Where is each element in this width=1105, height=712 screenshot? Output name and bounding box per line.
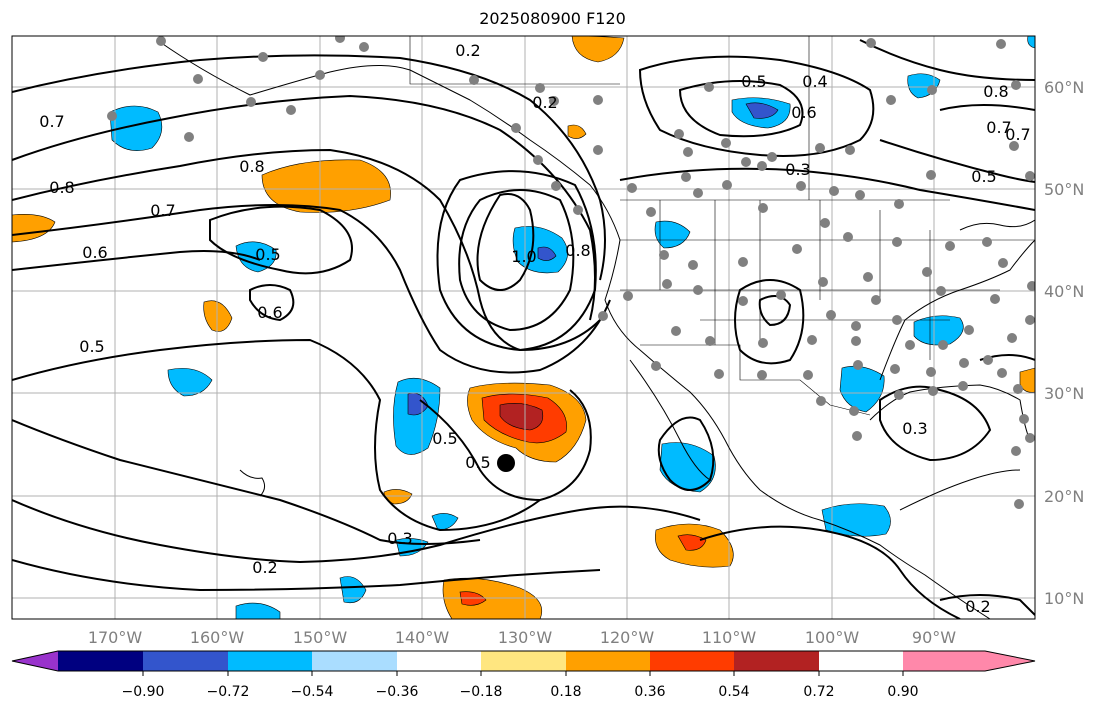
colorbar-segment [228,651,312,671]
lat-tick-label: 60°N [1044,78,1084,97]
station-markers [107,36,1035,509]
contour-label: 0.8 [565,241,590,260]
lon-tick-label: 170°W [88,628,143,647]
lon-tick-label: 150°W [293,628,348,647]
lon-tick-label: 130°W [498,628,553,647]
lat-tick-label: 20°N [1044,487,1084,506]
anomaly-shading [12,36,1035,619]
colorbar-label: 0.54 [718,684,749,700]
map-title: 2025080900 F120 [479,9,626,28]
contour-labels: 0.2 0.5 0.4 0.6 0.7 0.8 0.2 0.7 0.3 0.7 … [39,41,1030,616]
colorbar-ticks [142,671,904,676]
contour-lines [12,39,1035,619]
contour-label: 0.5 [255,245,280,264]
lon-tick-label: 110°W [702,628,757,647]
lat-tick-label: 30°N [1044,384,1084,403]
contour-label: 0.6 [82,243,107,262]
lon-tick-label: 90°W [912,628,956,647]
contour-label: 0.3 [902,419,927,438]
colorbar-label: 0.18 [550,684,581,700]
colorbar-outline [11,650,1036,672]
contour-label: 0.5 [465,453,490,472]
contour-label: 0.7 [150,201,175,220]
contour-label: 0.6 [257,303,282,322]
storm-center-marker [497,454,515,472]
contour-label: 0.2 [455,41,480,60]
colorbar-segment [903,651,985,671]
colorbar-label: −0.72 [207,684,250,700]
contour-label: 0.6 [791,103,816,122]
lat-tick-label: 50°N [1044,180,1084,199]
colorbar-segment [143,651,228,671]
lon-tick-label: 140°W [395,628,450,647]
colorbar-label: −0.18 [460,684,503,700]
colorbar-label: 0.72 [803,684,834,700]
contour-label: 0.5 [971,167,996,186]
colorbar-label: −0.90 [122,684,165,700]
contour-label: 1.0 [511,247,536,266]
contour-label: 0.8 [239,157,264,176]
longitude-axis: 170°W 160°W 150°W 140°W 130°W 120°W 110°… [88,628,956,647]
contour-label: 0.7 [39,112,64,131]
contour-label: 0.5 [432,429,457,448]
contour-label: 0.2 [532,93,557,112]
contour-label: 0.8 [49,178,74,197]
colorbar-labels: −0.90 −0.72 −0.54 −0.36 −0.18 0.18 0.36 … [122,684,919,700]
contour-label: 0.5 [79,337,104,356]
colorbar-segment [734,651,819,671]
lon-tick-label: 120°W [600,628,655,647]
contour-label: 0.2 [252,558,277,577]
colorbar-segment [566,651,650,671]
colorbar-segments [12,651,1035,671]
colorbar-segment [397,651,481,671]
map-frame [11,35,1036,620]
contour-label: 0.8 [983,82,1008,101]
colorbar-label: 0.36 [634,684,665,700]
colorbar-label: −0.36 [376,684,419,700]
colorbar-segment [650,651,734,671]
colorbar-label: −0.54 [291,684,334,700]
colorbar-segment [481,651,566,671]
colorbar-extend-high [985,651,1035,671]
contour-label: 0.5 [741,72,766,91]
contour-label: 0.3 [785,160,810,179]
colorbar-extend-low [12,651,58,671]
colorbar-segment [58,651,143,671]
colorbar: −0.90 −0.72 −0.54 −0.36 −0.18 0.18 0.36 … [11,650,1036,700]
lat-tick-label: 10°N [1044,589,1084,608]
contour-label: 0.2 [965,597,990,616]
contour-label: 0.3 [387,529,412,548]
lat-tick-label: 40°N [1044,282,1084,301]
lon-tick-label: 160°W [190,628,245,647]
colorbar-label: 0.90 [887,684,918,700]
contour-label: 0.7 [1005,125,1030,144]
contour-label: 0.4 [802,72,827,91]
lon-tick-label: 100°W [805,628,860,647]
contour-label: 0.7 [986,118,1011,137]
latitude-axis: 60°N 50°N 40°N 30°N 20°N 10°N [1044,78,1084,608]
political-borders [409,36,1035,416]
colorbar-segment [312,651,397,671]
